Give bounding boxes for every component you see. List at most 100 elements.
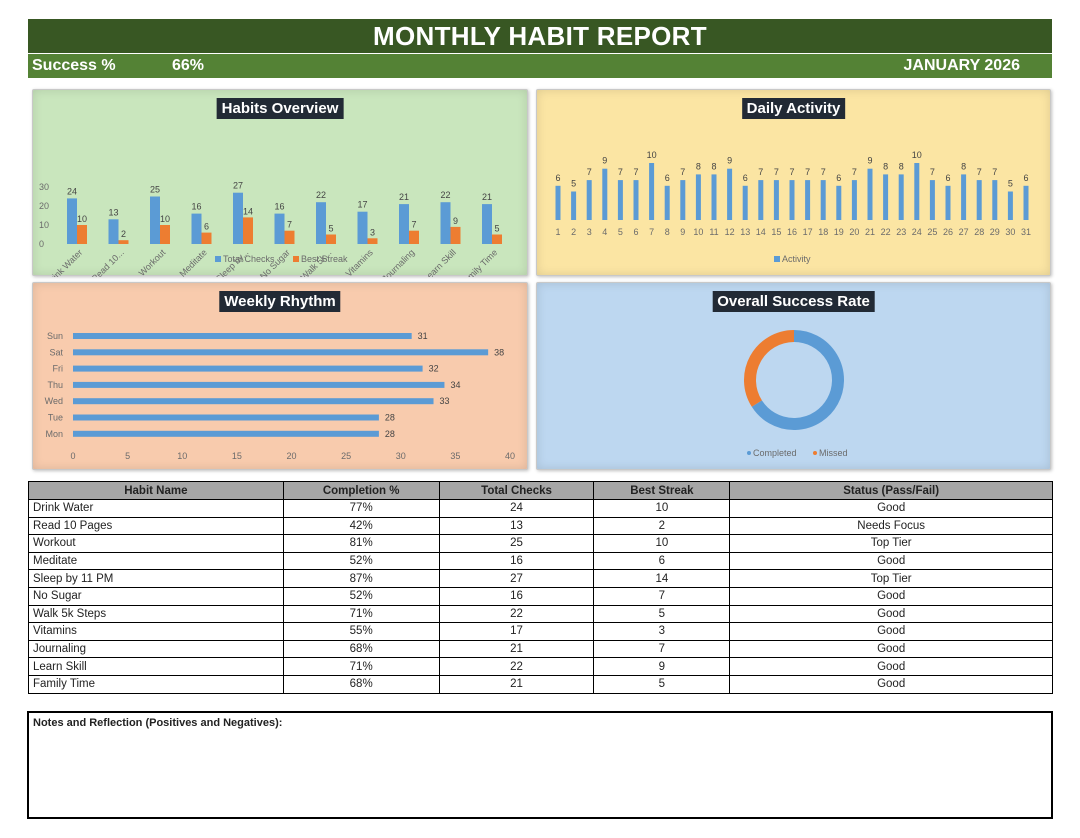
total-checks-label: 17 (357, 200, 367, 210)
table-row: Family Time 68% 21 5 Good (28, 674, 1053, 694)
status-cell: Good (729, 674, 1053, 694)
table-row: Meditate 52% 16 6 Good (28, 551, 1053, 571)
activity-bar (898, 174, 904, 220)
weekly-value-label: 31 (418, 331, 428, 341)
habit-name-cell: Learn Skill (28, 657, 284, 676)
best-streak-cell: 5 (593, 674, 731, 694)
y-tick-label: 30 (39, 182, 49, 192)
status-cell: Good (729, 604, 1053, 624)
best-streak-cell: 5 (593, 604, 731, 624)
activity-bar (727, 168, 733, 220)
status-cell: Good (729, 551, 1053, 571)
completion-cell: 77% (282, 499, 440, 518)
activity-bar (711, 174, 717, 220)
activity-label: 7 (821, 167, 826, 177)
day-label: 3 (587, 227, 592, 237)
weekly-rhythm-title: Weekly Rhythm (219, 291, 341, 312)
habits-overview-chart: 0 10 20 30 24 10 Drink Water 13 2 Read 10... 25 10 W… (39, 181, 502, 277)
col-total-checks: Total Checks (438, 481, 595, 500)
total-checks-bar (316, 202, 326, 244)
activity-label: 6 (665, 173, 670, 183)
total-checks-label: 27 (233, 181, 243, 191)
best-streak-bar (243, 217, 253, 244)
activity-bar (586, 180, 592, 220)
day-label: 13 (740, 227, 750, 237)
activity-label: 10 (647, 150, 657, 160)
best-streak-label: 14 (243, 206, 253, 216)
daily-activity-chart: 6152739475761076879810811912613714715716… (555, 150, 1031, 264)
activity-label: 7 (618, 167, 623, 177)
category-label: Read 10... (89, 247, 125, 277)
completion-cell: 52% (282, 551, 440, 571)
activity-label: 6 (836, 173, 841, 183)
best-streak-bar (450, 226, 461, 244)
total-checks-cell: 16 (438, 551, 595, 571)
activity-label: 6 (555, 173, 560, 183)
habit-name-cell: Read 10 Pages (28, 516, 284, 536)
habit-name-cell: Workout (28, 534, 284, 553)
legend-best-streak: Best Streak (301, 254, 348, 264)
activity-bar (883, 174, 889, 220)
total-checks-label: 16 (191, 202, 201, 212)
day-label: 20 (849, 227, 859, 237)
completion-cell: 71% (282, 657, 440, 676)
best-streak-label: 2 (121, 229, 126, 239)
activity-bar (571, 191, 577, 220)
status-cell: Top Tier (729, 534, 1053, 553)
day-label: 28 (974, 227, 984, 237)
best-streak-label: 5 (494, 224, 499, 234)
habit-name-cell: Journaling (28, 639, 284, 659)
day-label: Sat (49, 347, 63, 357)
weekly-bar (73, 381, 445, 388)
activity-label: 8 (899, 161, 904, 171)
best-streak-cell: 2 (593, 516, 731, 536)
x-tick-label: 40 (505, 451, 515, 461)
activity-bar (914, 163, 920, 220)
status-cell: Good (729, 639, 1053, 659)
table-row: No Sugar 52% 16 7 Good (28, 586, 1053, 606)
activity-label: 8 (696, 161, 701, 171)
habits-overview-panel: 0 10 20 30 24 10 Drink Water 13 2 Read 10... 25 10 W… (32, 89, 528, 277)
category-label: Family Time (458, 247, 499, 277)
daily-activity-panel: 6 1 5 2 7 3 9 4 7 5 7 6 10 7 6 8 7 9 8 10 8 11 9 12 6 13 7 14 7 15 7 16… (536, 89, 1051, 276)
activity-bar (820, 180, 826, 220)
day-label: 6 (633, 227, 638, 237)
total-checks-cell: 13 (438, 516, 595, 536)
weekly-rhythm-chart: Sun 31 Sat 38 Fri 32 Thu 34 Wed 33 Tue 28 Mon 28 0 5 10 1… (45, 331, 515, 461)
day-label: Mon (45, 429, 63, 439)
activity-label: 5 (571, 179, 576, 189)
status-cell: Good (729, 622, 1053, 641)
activity-label: 7 (633, 167, 638, 177)
weekly-bar (73, 349, 489, 356)
best-streak-bar (284, 230, 295, 244)
total-checks-cell: 24 (438, 499, 595, 518)
completion-cell: 68% (282, 674, 440, 694)
total-checks-cell: 21 (438, 639, 595, 659)
day-label: 15 (771, 227, 781, 237)
day-label: 27 (959, 227, 969, 237)
habit-name-cell: Sleep by 11 PM (28, 569, 284, 588)
day-label: 8 (665, 227, 670, 237)
weekly-value-label: 28 (385, 413, 395, 423)
activity-label: 6 (743, 173, 748, 183)
activity-label: 7 (758, 167, 763, 177)
day-label: 7 (649, 227, 654, 237)
day-label: 9 (680, 227, 685, 237)
day-label: Thu (47, 380, 63, 390)
activity-bar (555, 185, 561, 220)
best-streak-bar (409, 230, 419, 244)
table-row: Sleep by 11 PM 87% 27 14 Top Tier (28, 569, 1053, 588)
day-label: 26 (943, 227, 953, 237)
legend-activity: Activity (782, 254, 811, 264)
table-row: Workout 81% 25 10 Top Tier (28, 534, 1053, 553)
notes-box[interactable]: Notes and Reflection (Positives and Nega… (27, 711, 1053, 819)
day-label: 29 (990, 227, 1000, 237)
status-cell: Needs Focus (729, 516, 1053, 536)
total-checks-bar (440, 202, 451, 244)
x-tick-label: 10 (177, 451, 187, 461)
activity-bar (1023, 185, 1029, 220)
overall-success-panel: Completed Missed Overall Success Rate (536, 282, 1051, 470)
best-streak-bar (77, 225, 87, 244)
status-cell: Good (729, 586, 1053, 606)
total-checks-cell: 22 (438, 657, 595, 676)
